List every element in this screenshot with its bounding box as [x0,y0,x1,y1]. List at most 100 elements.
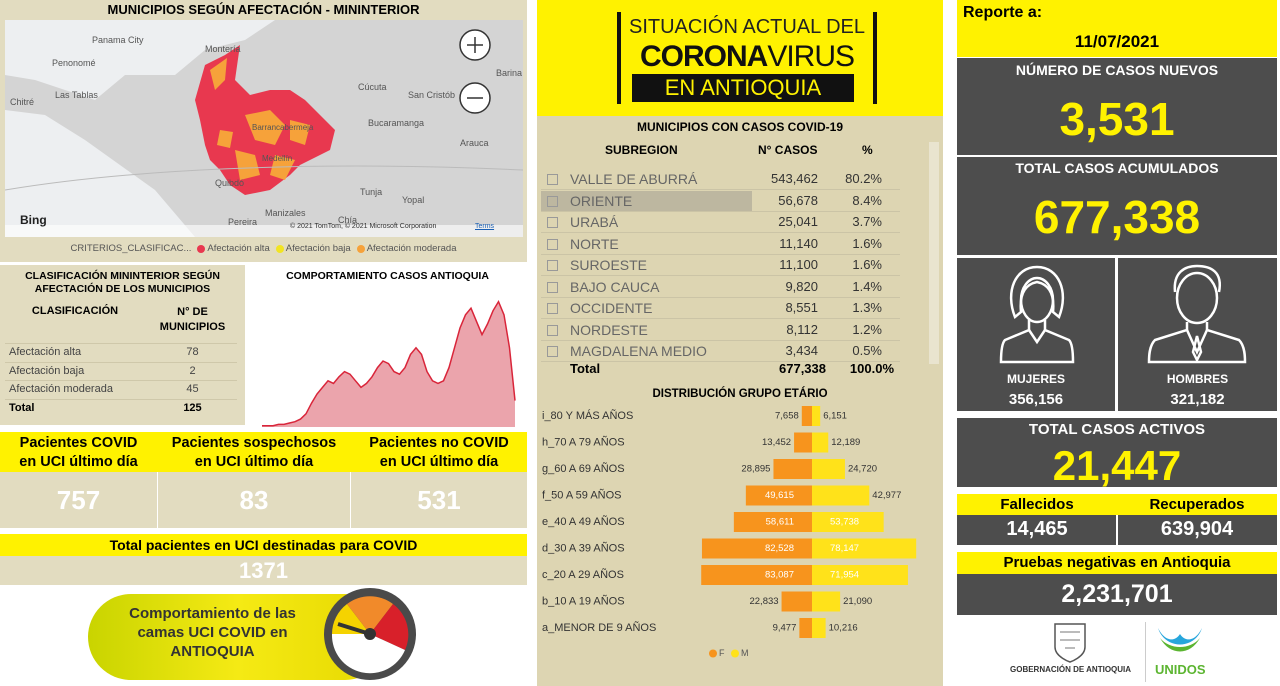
row-bg [541,277,752,298]
row-line [5,380,237,381]
expand-button[interactable] [547,217,558,228]
chart-title: DISTRIBUCIÓN GRUPO ETÁRIO [652,387,827,400]
legend-label: M [741,648,749,658]
uci-total-label: Total pacientes en UCI destinadas para C… [0,534,527,556]
expand-button[interactable] [547,260,558,271]
total-cases-title: TOTAL CASOS ACUMULADOS [1015,160,1219,176]
row-label: Afectación alta [9,346,82,358]
legend-item: Afectación alta [197,243,270,254]
value-label: 78,147 [830,543,859,554]
active-title: TOTAL CASOS ACTIVOS [1028,421,1206,438]
active-value: 21,447 [1052,442,1182,489]
category-label: e_40 A 49 AÑOS [542,515,625,528]
legend-item: Afectación baja [275,243,351,254]
value-label: 42,977 [872,490,901,501]
bar [812,432,829,453]
uci-card-value: 531 [417,485,461,515]
subregion-name: URABÁ [570,214,619,230]
subregion-pct: 8.4% [852,192,882,208]
subregion-name: VALLE DE ABURRÁ [570,171,698,187]
subregion-pct: 80.2% [845,171,882,186]
value-label: 9,477 [773,623,797,634]
recovered-value: 639,904 [1160,518,1234,540]
subregion-name: SUROESTE [570,257,648,273]
legend-label: F [719,648,725,658]
subregion-pct: 3.7% [852,214,882,229]
subregion-cases: 8,551 [785,300,818,315]
legend-label: Afectación baja [285,243,351,254]
column-header: N° DE MUNICIPIOS [159,306,226,333]
row-bg [541,169,752,190]
attribution-bg [5,225,523,237]
place-label: Yopal [402,195,425,205]
legend-title: CRITERIOS_CLASIFICAC... [70,243,192,254]
gov-shield [1054,623,1086,663]
unidos-label: UNIDOS [1155,662,1206,677]
place-label: Barrancabermeja [252,123,314,132]
place-label: Manizales [265,208,306,218]
subregion-cases: 3,434 [785,343,818,358]
row-line [5,343,237,344]
expand-button[interactable] [547,303,558,314]
classification-title: CLASIFICACIÓN MININTERIOR SEGÚN AFECTACI… [25,270,220,295]
row-line [752,253,900,255]
place-label: Las Tablas [55,90,98,100]
legend-dot [197,244,206,253]
expand-button[interactable] [547,195,558,207]
map [5,20,523,237]
place-label: San Cristób [408,90,456,100]
report-date: 11/07/2021 [1074,32,1160,51]
active-card [957,418,1277,487]
recovered-label: Recuperados [1149,496,1245,513]
row-line [5,361,237,363]
place-label: Quibdó [215,178,245,188]
gauge-hub [364,628,376,640]
expand-button[interactable] [547,174,558,185]
banner-line: ANTIOQUIA [170,643,255,660]
subregion-cases: 25,041 [778,214,818,229]
column-header: % [862,143,873,157]
subregion-cases: 8,112 [786,321,818,337]
row-label: Total [9,401,35,414]
expand-button[interactable] [547,281,558,293]
new-cases-title: NÚMERO DE CASOS NUEVOS [1015,62,1219,78]
subregion-name: OCCIDENTE [570,300,653,316]
uci-card-value: 83 [239,485,269,515]
subregion-name: NORTE [570,235,619,252]
scrollbar[interactable] [929,142,939,364]
value-label: 49,615 [765,490,794,501]
uci-card-label-line: en UCI último día [194,454,314,470]
total-cases: 677,338 [779,360,826,376]
row-bg [541,234,752,255]
legend-label: Afectación alta [207,243,270,254]
uci-divider [350,472,351,528]
legend-item: Afectación moderada [356,243,457,254]
subregion-pct: 1.6% [852,257,882,272]
value-label: 13,452 [762,437,791,448]
uci-card-label-line: en UCI último día [19,454,138,470]
expand-button[interactable] [547,238,558,250]
row-label: Afectación baja [9,364,85,377]
category-label: f_50 A 59 AÑOS [542,488,622,501]
legend-label: Afectación moderada [366,243,457,254]
category-label: a_MENOR DE 9 AÑOS [542,621,656,634]
expand-button[interactable] [547,346,558,357]
uci-card-label: Pacientes sospechosos en UCI último día [158,434,350,472]
expand-button[interactable] [547,324,558,336]
uci-card-label-line: Pacientes sospechosos [171,435,337,451]
category-label: i_80 Y MÁS AÑOS [542,409,633,422]
total-pct: 100.0% [849,360,894,376]
antioquia-moderate [210,58,310,180]
category-label: c_20 A 29 AÑOS [542,568,624,581]
value-label: 7,658 [775,411,799,422]
bing-logo: Bing [20,213,47,227]
uci-banner[interactable] [80,588,430,686]
value-label: 82,528 [765,543,794,554]
place-label: Chitré [10,97,35,107]
map-legend: CRITERIOS_CLASIFICAC... Afectación alta A… [0,243,527,254]
subregion-cases: 543,462 [771,171,818,186]
bar [812,538,917,559]
terms-link[interactable]: Terms [475,223,495,230]
deaths-label: Fallecidos [1000,496,1074,513]
subregion-pct: 1.2% [852,321,882,337]
